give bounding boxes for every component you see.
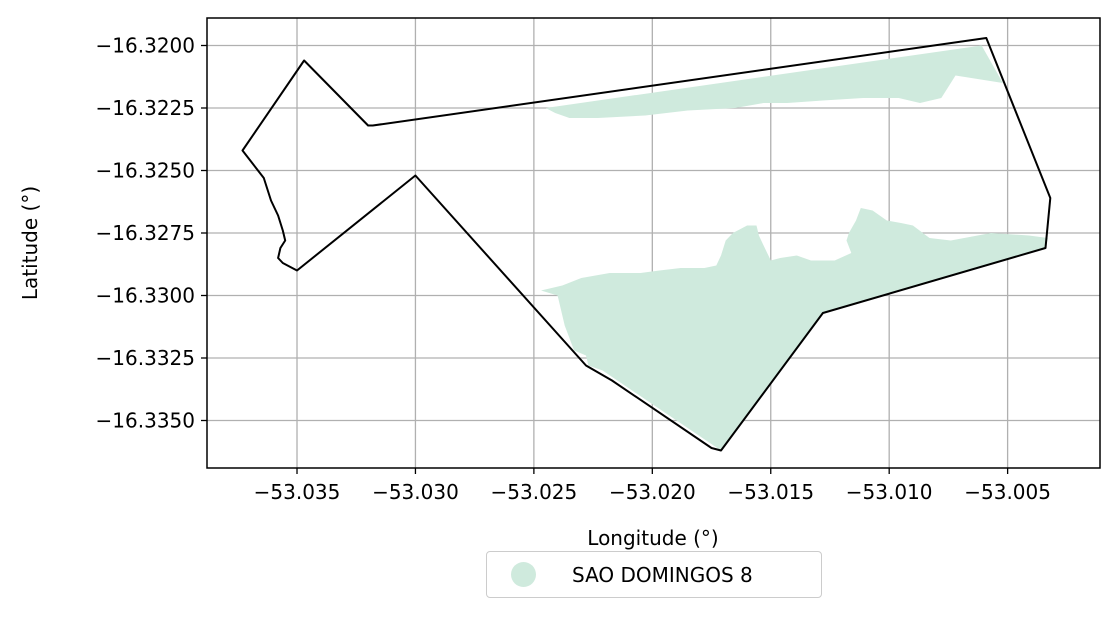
x-tick-label: −53.005 (964, 480, 1051, 504)
boundary-outline (241, 37, 1052, 452)
area-south (541, 208, 1048, 451)
x-tick-label: −53.015 (727, 480, 814, 504)
grid (207, 18, 1100, 468)
y-tick-label: −16.3300 (96, 284, 195, 308)
property-area (541, 45, 1048, 451)
y-tick-label: −16.3225 (96, 96, 195, 120)
x-axis-ticks: −53.035 −53.030 −53.025 −53.020 −53.015 −53.0… (254, 468, 1051, 504)
x-tick-label: −53.030 (372, 480, 459, 504)
x-tick-label: −53.035 (254, 480, 341, 504)
y-tick-label: −16.3275 (96, 221, 195, 245)
legend: SAO DOMINGOS 8 (486, 551, 822, 598)
y-axis-label: Latitude (°) (18, 186, 42, 300)
boundary-polygon (241, 37, 1052, 452)
y-tick-label: −16.3250 (96, 159, 195, 183)
area-north (545, 45, 1003, 118)
plot-frame (206, 17, 1101, 469)
y-tick-label: −16.3200 (96, 34, 195, 58)
x-tick-label: −53.025 (491, 480, 578, 504)
legend-marker (511, 562, 536, 587)
y-axis-ticks: −16.3200 −16.3225 −16.3250 −16.3275 −16.3300… (96, 34, 207, 433)
x-axis-label: Longitude (°) (587, 526, 718, 550)
y-tick-label: −16.3350 (96, 409, 195, 433)
legend-label: SAO DOMINGOS 8 (572, 562, 753, 587)
x-tick-label: −53.020 (609, 480, 696, 504)
y-tick-label: −16.3325 (96, 346, 195, 370)
x-tick-label: −53.010 (846, 480, 933, 504)
